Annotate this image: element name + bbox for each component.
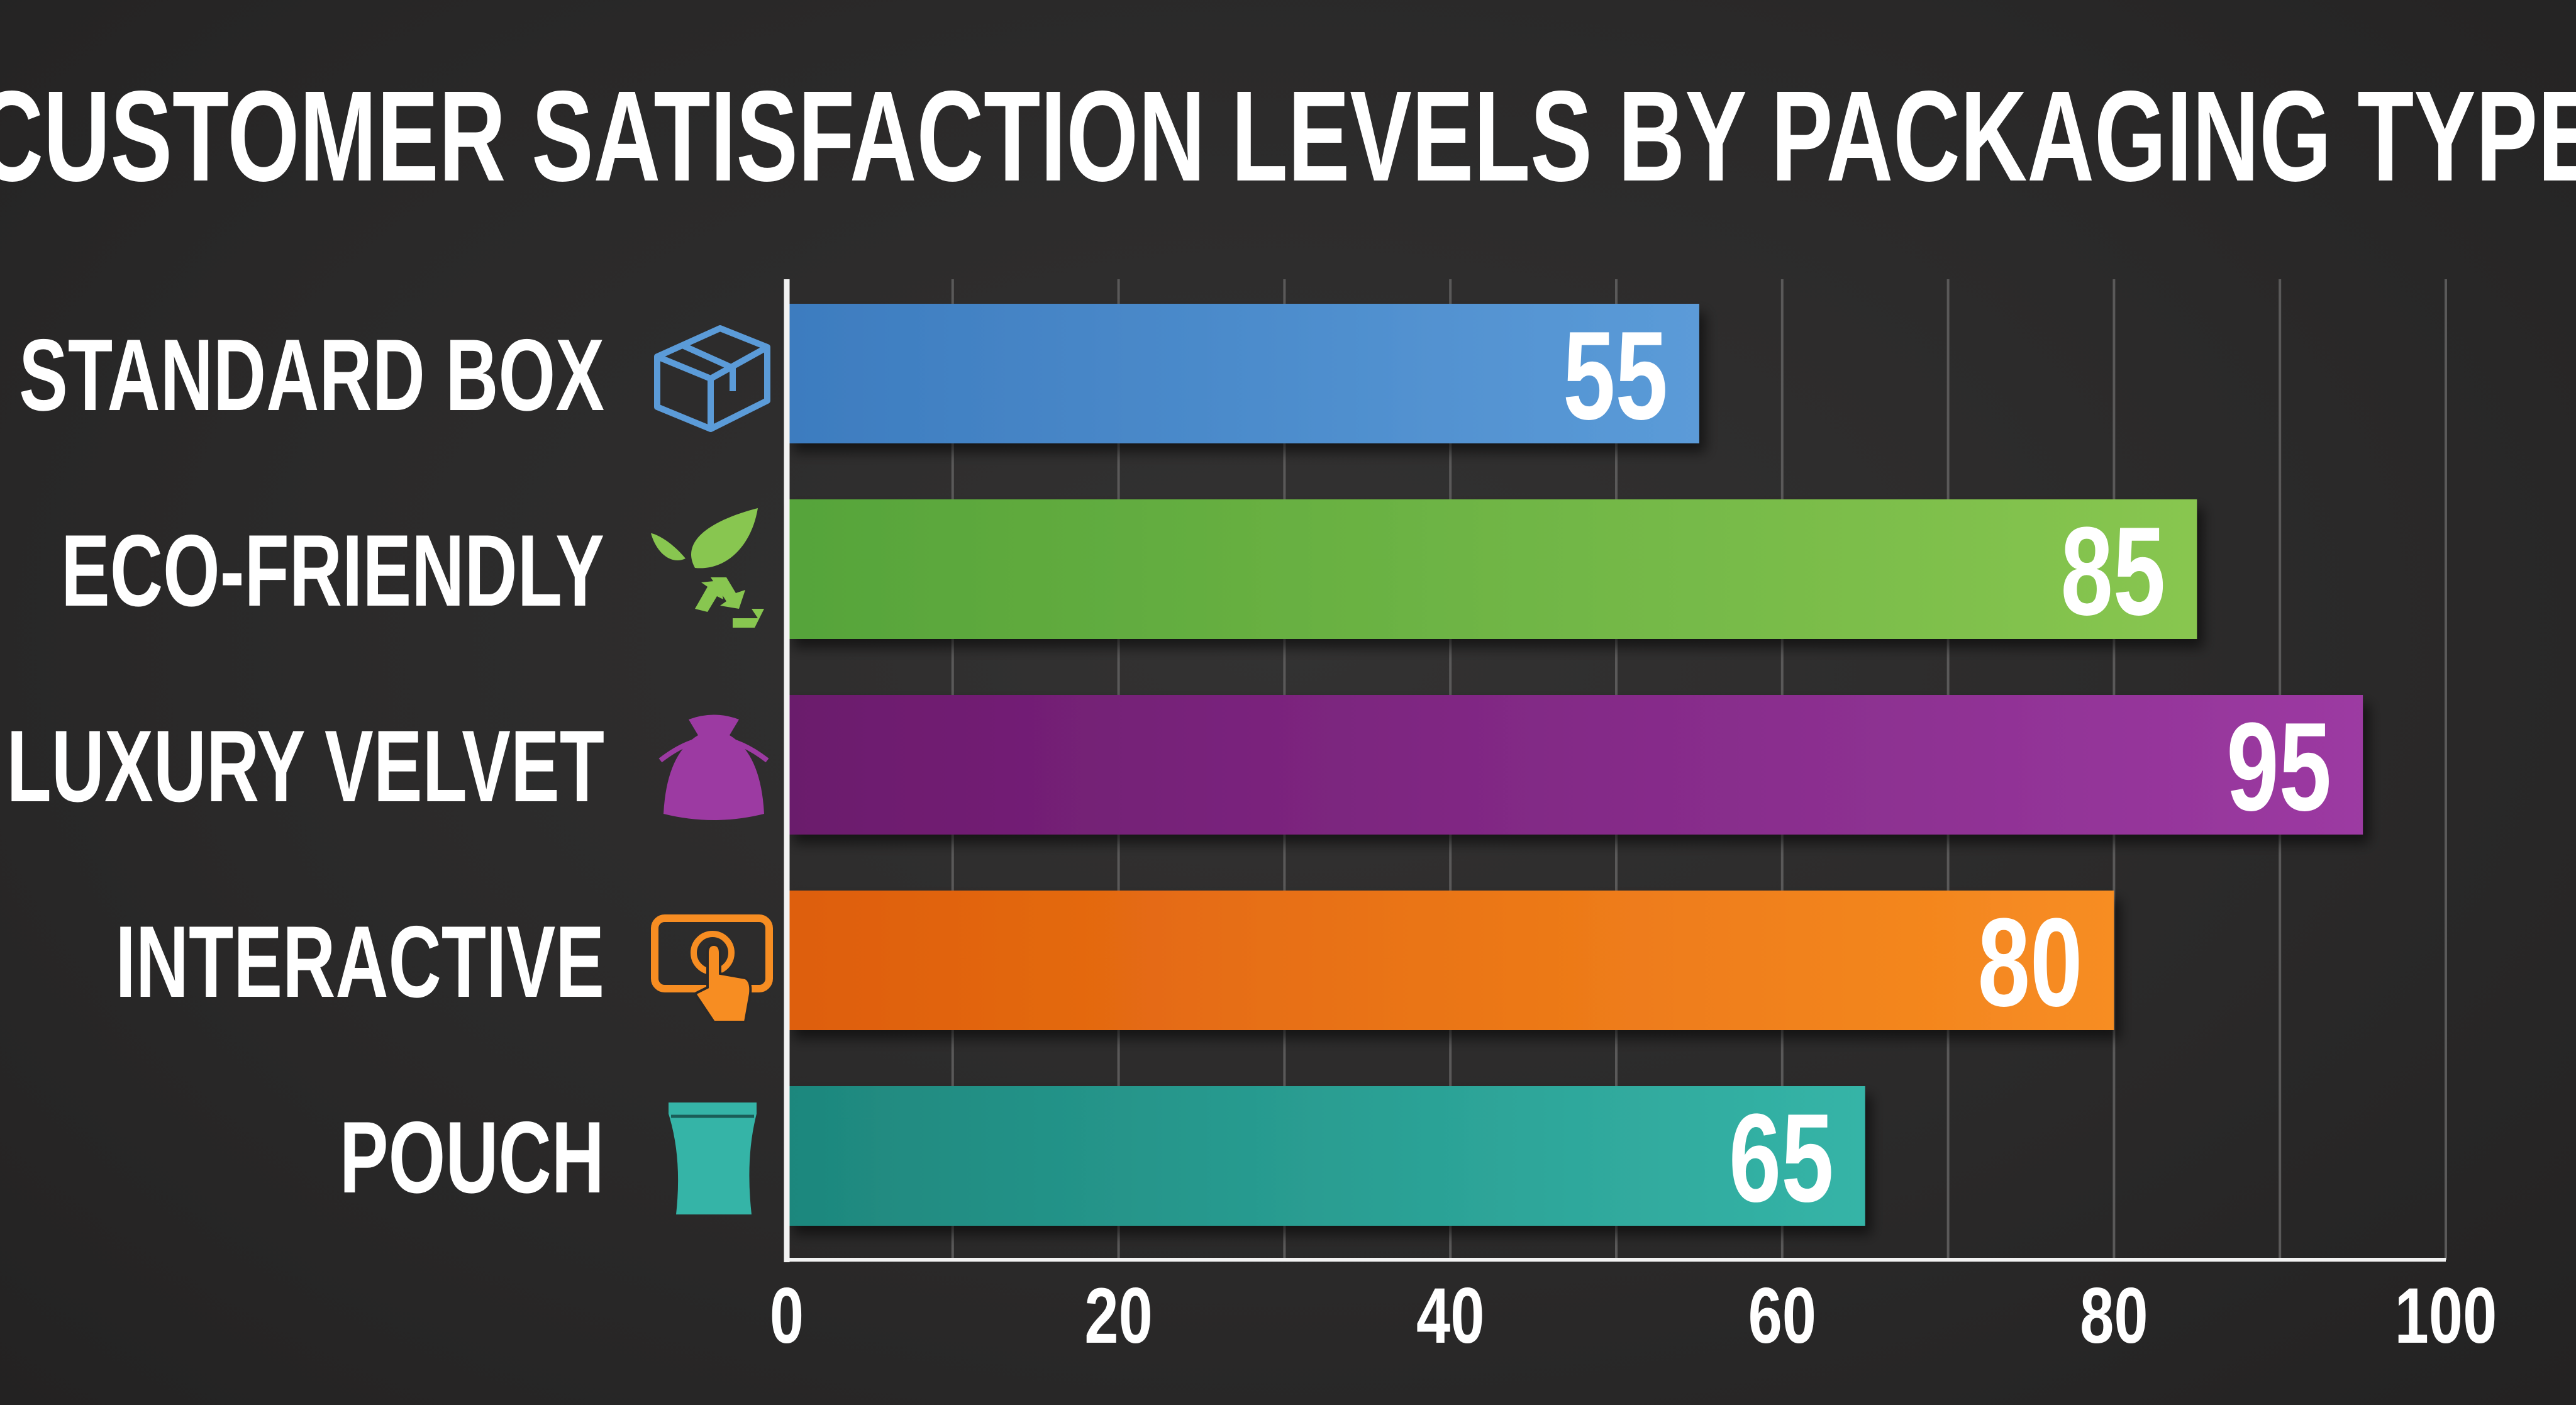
bar (787, 891, 2114, 1030)
chart-title: CUSTOMER SATISFACTION LEVELS BY PACKAGIN… (0, 64, 2576, 208)
x-tick-label: 20 (1084, 1272, 1152, 1359)
category-label: INTERACTIVE (115, 904, 604, 1018)
bar-value-label: 55 (1563, 306, 1668, 446)
category-label: POUCH (340, 1100, 604, 1214)
category-label: STANDARD BOX (19, 318, 604, 431)
bar (787, 695, 2363, 835)
box-icon (654, 325, 770, 432)
x-tick-label: 100 (2395, 1272, 2497, 1359)
pouch-icon (669, 1102, 757, 1214)
leaf-recycle-icon (651, 508, 764, 628)
x-tick-label: 60 (1748, 1272, 1816, 1359)
x-tick-label: 40 (1416, 1272, 1484, 1359)
category-label: ECO-FRIENDLY (61, 513, 604, 627)
bar-value-label: 95 (2226, 697, 2331, 837)
bar-value-label: 85 (2060, 501, 2165, 641)
bar-value-label: 65 (1729, 1088, 1834, 1228)
velvet-bag-icon (658, 714, 769, 820)
bar (787, 499, 2197, 639)
category-label: LUXURY VELVET (7, 709, 604, 823)
bar (787, 1086, 1865, 1226)
bar (787, 304, 1699, 443)
x-tick-label: 0 (770, 1272, 804, 1359)
bar-value-label: 80 (1978, 892, 2083, 1033)
x-tick-label: 80 (2080, 1272, 2148, 1359)
touch-tablet-icon (651, 914, 773, 1023)
